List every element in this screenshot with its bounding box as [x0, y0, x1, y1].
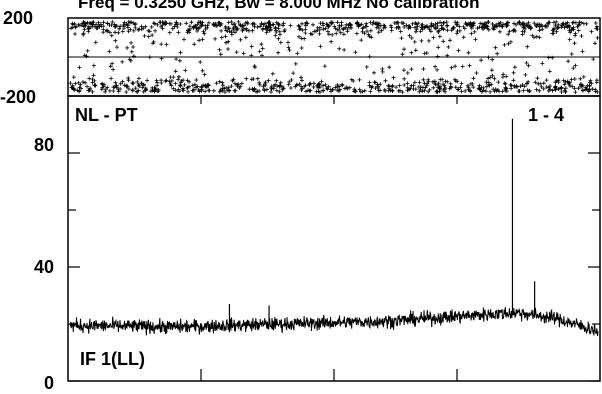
- polarization-label: IF 1(LL): [80, 349, 145, 369]
- phase-point-markers: [68, 19, 600, 95]
- phase-ytick-top: 200: [3, 8, 33, 28]
- correlation-label: 1 - 4: [528, 105, 564, 125]
- amplitude-panel: NL - PT 1 - 4 IF 1(LL) 80 40 0: [34, 95, 601, 393]
- amp-ytick-80: 80: [34, 135, 54, 155]
- phase-points: [68, 19, 600, 95]
- phase-panel: 200 -200: [0, 8, 601, 107]
- amp-ytick-0: 0: [44, 373, 54, 393]
- amplitude-ticks: [68, 95, 600, 382]
- amp-ytick-40: 40: [34, 257, 54, 277]
- plot-title: Freq = 0.3250 GHz, Bw = 8.000 MHz No cal…: [78, 0, 480, 12]
- baseline-label: NL - PT: [75, 105, 138, 125]
- amplitude-spikes: [228, 118, 536, 326]
- amplitude-panel-frame: [67, 95, 601, 382]
- amplitude-line: [69, 307, 599, 337]
- phase-ytick-bottom: -200: [0, 87, 36, 107]
